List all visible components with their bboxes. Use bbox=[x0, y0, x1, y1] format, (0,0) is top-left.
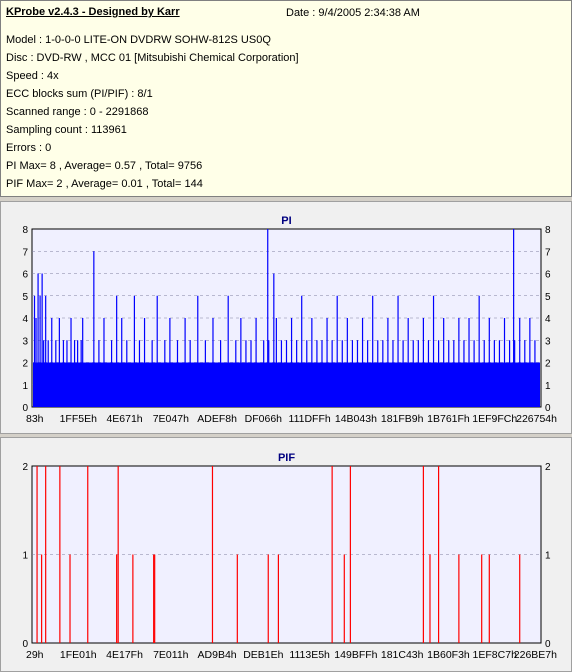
y-tick-label-right: 6 bbox=[545, 270, 551, 281]
y-tick-label-left: 5 bbox=[22, 292, 28, 303]
x-tick-label: DF066h bbox=[245, 413, 283, 425]
x-tick-label: 181FB9h bbox=[381, 413, 424, 425]
x-tick-label: 1EF8C7h bbox=[473, 649, 518, 661]
y-tick-label-right: 3 bbox=[545, 336, 551, 347]
x-tick-label: ADEF8h bbox=[197, 413, 237, 425]
pi-chart: PI 0 0 1 1 2 2 3 3 4 4 5 5 6 6 7 7 8 8 83h 1FF5Eh 4E671h 7E047… bbox=[22, 215, 557, 425]
x-tick-label: 29h bbox=[26, 649, 44, 661]
info-panel: KProbe v2.4.3 - Designed by Karr Date : … bbox=[0, 0, 572, 197]
y-tick-label-right: 0 bbox=[545, 639, 551, 650]
app-title: KProbe v2.4.3 - Designed by Karr bbox=[6, 6, 180, 18]
info-ecc: ECC blocks sum (PI/PIF) : 8/1 bbox=[6, 88, 153, 100]
y-tick-label-right: 5 bbox=[545, 292, 551, 303]
y-tick-label-left: 2 bbox=[22, 462, 28, 473]
y-tick-label-left: 3 bbox=[22, 336, 28, 347]
x-tick-label: 226BE7h bbox=[514, 649, 557, 661]
x-tick-label: 1FE01h bbox=[60, 649, 97, 661]
y-tick-label-right: 2 bbox=[545, 359, 551, 370]
x-tick-label: AD9B4h bbox=[198, 649, 237, 661]
x-tick-label: 4E17Fh bbox=[106, 649, 143, 661]
pi-chart-panel: PI 0 0 1 1 2 2 3 3 4 4 5 5 6 6 7 7 8 8 83h 1FF5Eh 4E671h 7E047… bbox=[0, 201, 572, 434]
x-tick-label: DEB1Eh bbox=[243, 649, 283, 661]
y-tick-label-right: 8 bbox=[545, 225, 551, 236]
y-tick-label-left: 0 bbox=[22, 403, 28, 414]
y-tick-label-right: 4 bbox=[545, 314, 551, 325]
y-tick-label-right: 7 bbox=[545, 247, 551, 258]
x-tick-label: 83h bbox=[26, 413, 44, 425]
info-range: Scanned range : 0 - 2291868 bbox=[6, 106, 149, 118]
x-tick-label: 7E047h bbox=[153, 413, 189, 425]
x-tick-label: 4E671h bbox=[106, 413, 142, 425]
y-tick-label-left: 1 bbox=[22, 551, 28, 562]
x-tick-label: 181C43h bbox=[381, 649, 424, 661]
chart-title: PIF bbox=[278, 452, 295, 464]
y-tick-label-right: 2 bbox=[545, 462, 551, 473]
pif-chart: PIF 0 0 1 1 2 2 29h 1FE01h 4E17Fh 7E011h AD9B4h DEB1… bbox=[22, 452, 557, 661]
x-tick-label: 226754h bbox=[516, 413, 557, 425]
x-tick-label: 1113E5h bbox=[289, 649, 330, 661]
y-tick-label-right: 1 bbox=[545, 551, 551, 562]
info-sampling: Sampling count : 113961 bbox=[6, 124, 127, 136]
info-speed: Speed : 4x bbox=[6, 70, 59, 82]
y-tick-label-right: 1 bbox=[545, 381, 551, 392]
x-tick-label: 7E011h bbox=[153, 649, 189, 661]
scan-date: Date : 9/4/2005 2:34:38 AM bbox=[286, 7, 420, 19]
x-tick-label: 1B60F3h bbox=[427, 649, 470, 661]
x-tick-label: 149BFFh bbox=[334, 649, 377, 661]
y-tick-label-right: 0 bbox=[545, 403, 551, 414]
info-model: Model : 1-0-0-0 LITE-ON DVDRW SOHW-812S … bbox=[6, 34, 271, 46]
info-pif-stats: PIF Max= 2 , Average= 0.01 , Total= 144 bbox=[6, 178, 203, 190]
x-tick-label: 1B761Fh bbox=[427, 413, 470, 425]
info-errors: Errors : 0 bbox=[6, 142, 52, 154]
info-disc: Disc : DVD-RW , MCC 01 [Mitsubishi Chemi… bbox=[6, 52, 299, 64]
y-tick-label-left: 0 bbox=[22, 639, 28, 650]
y-tick-label-left: 8 bbox=[22, 225, 28, 236]
x-tick-label: 14B043h bbox=[335, 413, 377, 425]
x-tick-label: 1FF5Eh bbox=[60, 413, 98, 425]
y-tick-label-left: 6 bbox=[22, 270, 28, 281]
chart-title: PI bbox=[281, 215, 291, 227]
info-pi-stats: PI Max= 8 , Average= 0.57 , Total= 9756 bbox=[6, 160, 203, 172]
x-tick-label: 1EF9FCh bbox=[472, 413, 517, 425]
pif-chart-panel: PIF 0 0 1 1 2 2 29h 1FE01h 4E17Fh 7E011h AD9B4h DEB1… bbox=[0, 437, 572, 672]
y-tick-label-left: 2 bbox=[22, 359, 28, 370]
x-tick-label: 111DFFh bbox=[289, 413, 331, 425]
y-tick-label-left: 1 bbox=[22, 381, 28, 392]
y-tick-label-left: 7 bbox=[22, 247, 28, 258]
y-tick-label-left: 4 bbox=[22, 314, 28, 325]
